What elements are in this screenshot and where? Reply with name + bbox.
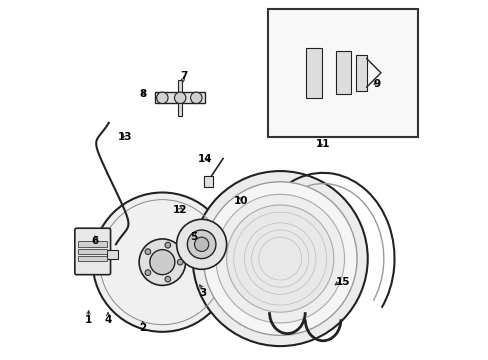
- Circle shape: [164, 276, 170, 282]
- Bar: [155, 93, 205, 103]
- Circle shape: [164, 242, 170, 248]
- Circle shape: [177, 259, 183, 265]
- Circle shape: [190, 92, 202, 104]
- Text: 10: 10: [233, 197, 248, 206]
- Circle shape: [226, 205, 333, 312]
- Bar: [78, 249, 107, 254]
- Text: 14: 14: [198, 154, 212, 163]
- Circle shape: [187, 230, 216, 258]
- Text: 9: 9: [372, 78, 380, 89]
- Bar: [107, 249, 118, 258]
- Circle shape: [149, 249, 175, 275]
- Circle shape: [176, 219, 226, 269]
- Bar: [355, 55, 366, 91]
- Text: 15: 15: [335, 277, 349, 287]
- Bar: [178, 80, 182, 116]
- Bar: [336, 51, 350, 94]
- Circle shape: [156, 92, 168, 104]
- Circle shape: [93, 193, 231, 332]
- Text: 11: 11: [315, 139, 330, 149]
- Circle shape: [174, 92, 185, 104]
- Text: 13: 13: [117, 132, 132, 142]
- Text: 1: 1: [84, 315, 91, 325]
- Text: 4: 4: [104, 315, 111, 325]
- Text: 7: 7: [180, 71, 187, 81]
- Text: 3: 3: [200, 288, 206, 297]
- Bar: [267, 9, 417, 137]
- Circle shape: [145, 270, 150, 275]
- Bar: [78, 256, 107, 261]
- FancyBboxPatch shape: [75, 228, 110, 275]
- Text: 5: 5: [190, 232, 197, 242]
- Text: 2: 2: [139, 323, 146, 333]
- Text: 8: 8: [139, 89, 146, 99]
- Bar: [204, 176, 213, 187]
- Bar: [78, 242, 107, 247]
- Text: 6: 6: [91, 236, 99, 246]
- Circle shape: [192, 171, 367, 346]
- Circle shape: [139, 239, 185, 285]
- Circle shape: [145, 249, 150, 255]
- Bar: [305, 48, 322, 98]
- Circle shape: [194, 237, 208, 251]
- Circle shape: [203, 182, 356, 336]
- Text: 12: 12: [173, 205, 187, 215]
- Circle shape: [216, 194, 344, 323]
